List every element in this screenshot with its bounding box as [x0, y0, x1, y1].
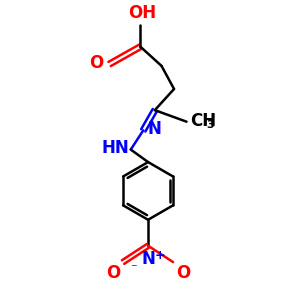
Text: HN: HN: [101, 139, 129, 157]
Text: O: O: [90, 54, 104, 72]
Text: 3: 3: [207, 120, 214, 130]
Text: CH: CH: [190, 112, 217, 130]
Text: O: O: [106, 264, 120, 282]
Text: OH: OH: [128, 4, 156, 22]
Text: N: N: [147, 120, 161, 138]
Text: ⁻: ⁻: [130, 262, 136, 275]
Text: O: O: [176, 264, 190, 282]
Text: N: N: [141, 250, 155, 268]
Text: +: +: [155, 249, 165, 262]
